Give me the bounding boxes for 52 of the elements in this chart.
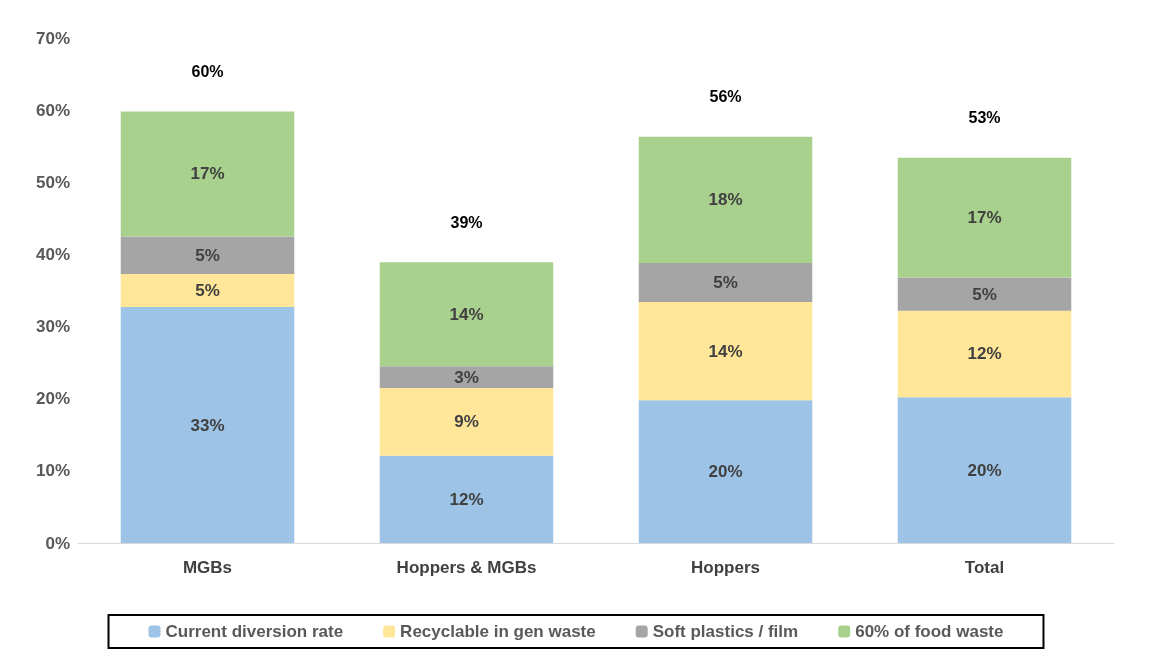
data-label: 5% <box>195 281 220 300</box>
y-tick-label: 60% <box>35 100 70 120</box>
data-label: 20% <box>967 460 1002 480</box>
bar <box>120 273 295 308</box>
bar <box>379 455 554 543</box>
bar <box>379 387 554 456</box>
bar <box>120 111 295 237</box>
bar <box>897 157 1072 278</box>
data-label: 17% <box>967 208 1002 228</box>
total-label: 60% <box>191 63 224 81</box>
y-tick-label: 40% <box>35 244 70 264</box>
bar <box>897 310 1072 398</box>
bar <box>379 262 554 367</box>
y-tick-label: 50% <box>35 172 70 192</box>
data-label: 5% <box>195 245 220 265</box>
data-label: 33% <box>190 415 225 435</box>
y-tick-label: 0% <box>45 533 70 553</box>
total-label: 39% <box>450 213 483 231</box>
data-label: 14% <box>449 304 484 324</box>
y-tick-label: 70% <box>35 28 70 48</box>
y-tick-label: 10% <box>35 461 70 481</box>
legend-label: Recyclable in gen waste <box>400 622 596 641</box>
legend-label: 60% of food waste <box>855 622 1004 641</box>
total-label: 56% <box>709 88 742 106</box>
bar <box>897 277 1072 311</box>
x-tick-label: Hoppers <box>691 558 760 577</box>
data-label: 18% <box>708 190 743 210</box>
bar <box>638 263 813 303</box>
bar <box>379 366 554 388</box>
bar <box>120 307 295 543</box>
data-label: 9% <box>454 412 479 432</box>
data-label: 12% <box>449 489 484 509</box>
data-label: 5% <box>713 273 738 293</box>
data-label: 20% <box>708 462 743 482</box>
y-tick-label: 20% <box>35 389 70 409</box>
bar <box>638 302 813 401</box>
x-tick-label: Hoppers & MGBs <box>396 558 537 577</box>
bar <box>638 136 813 264</box>
bar <box>638 400 813 543</box>
bar <box>120 236 295 274</box>
data-label: 5% <box>972 284 997 304</box>
x-tick-label: MGBs <box>182 558 233 577</box>
data-label: 12% <box>967 344 1002 364</box>
data-label: 17% <box>190 164 225 184</box>
y-tick-label: 30% <box>35 317 70 337</box>
data-label: 14% <box>708 341 743 361</box>
data-label: 3% <box>454 367 479 387</box>
bar <box>897 397 1072 543</box>
legend-label: Current diversion rate <box>165 622 344 641</box>
x-tick-label: Total <box>964 558 1005 577</box>
total-label: 53% <box>968 109 1001 127</box>
legend-label: Soft plastics / film <box>652 622 799 641</box>
